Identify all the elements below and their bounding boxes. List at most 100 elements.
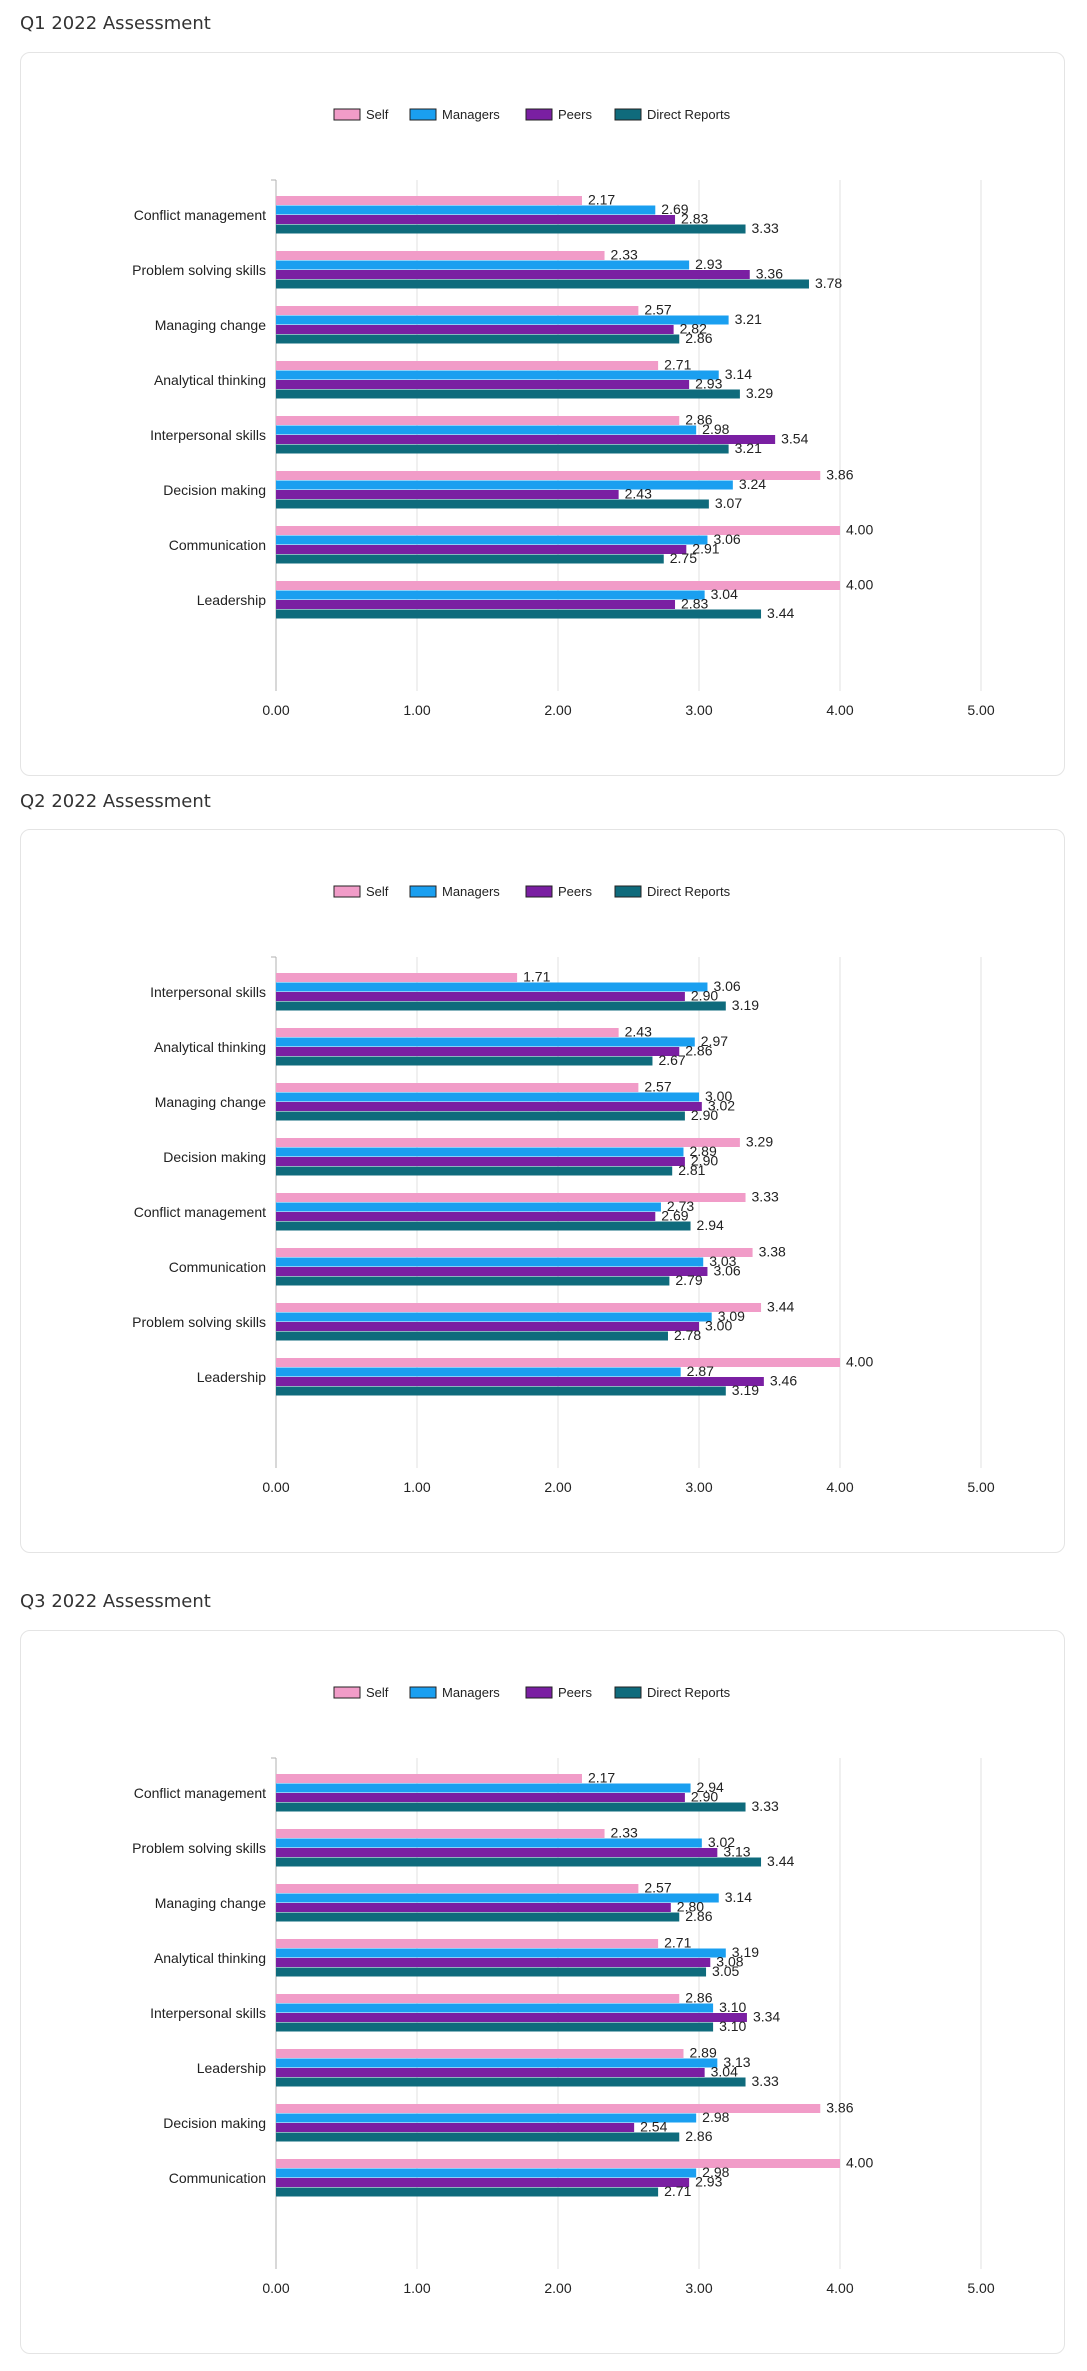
- data-label-managers-managing-change: 3.21: [735, 311, 762, 327]
- bar-direct-reports-interpersonal-skills: [276, 444, 729, 454]
- data-label-direct-reports-interpersonal-skills: 3.19: [732, 997, 759, 1013]
- legend-label-direct-reports: Direct Reports: [647, 884, 731, 899]
- bar-peers-conflict-management: [276, 1793, 685, 1802]
- legend-label-self: Self: [366, 107, 389, 122]
- legend-swatch-self: [333, 108, 361, 121]
- data-label-peers-leadership: 2.83: [681, 596, 708, 612]
- bar-managers-interpersonal-skills: [276, 982, 708, 992]
- data-label-peers-managing-change: 2.82: [680, 321, 707, 337]
- data-label-peers-decision-making: 2.54: [640, 2119, 667, 2135]
- data-label-direct-reports-problem-solving-skills: 3.44: [767, 1853, 794, 1869]
- bar-peers-analytical-thinking: [276, 1047, 680, 1056]
- bar-peers-communication: [276, 1267, 708, 1276]
- bar-managers-analytical-thinking: [276, 1948, 726, 1958]
- bar-direct-reports-conflict-management: [276, 1221, 691, 1231]
- bar-direct-reports-decision-making: [276, 2132, 680, 2142]
- bar-self-interpersonal-skills: [276, 973, 518, 982]
- data-label-managers-problem-solving-skills: 2.93: [695, 256, 722, 272]
- data-label-direct-reports-interpersonal-skills: 3.10: [719, 2018, 746, 2034]
- bar-managers-managing-change: [276, 1092, 699, 1102]
- data-label-managers-communication: 3.06: [713, 531, 740, 547]
- data-label-direct-reports-decision-making: 3.07: [715, 495, 742, 511]
- bar-self-communication: [276, 526, 840, 535]
- bar-direct-reports-communication: [276, 2187, 659, 2197]
- data-label-peers-leadership: 3.04: [711, 2064, 738, 2080]
- bar-self-decision-making: [276, 1138, 740, 1147]
- category-label-problem-solving-skills: Problem solving skills: [132, 1840, 266, 1856]
- data-label-managers-decision-making: 3.24: [739, 476, 766, 492]
- data-label-direct-reports-managing-change: 2.86: [685, 1908, 712, 1924]
- bar-direct-reports-problem-solving-skills: [276, 279, 809, 289]
- category-label-decision-making: Decision making: [163, 482, 266, 498]
- data-label-self-communication: 3.38: [759, 1244, 786, 1260]
- bar-peers-interpersonal-skills: [276, 2013, 747, 2022]
- legend-swatch-managers: [409, 1686, 437, 1699]
- bar-direct-reports-managing-change: [276, 1111, 685, 1121]
- legend-label-self: Self: [366, 1685, 389, 1700]
- x-tick-label: 1.00: [403, 2280, 430, 2296]
- q1-title: Q1 2022 Assessment: [20, 13, 211, 34]
- bar-direct-reports-conflict-management: [276, 224, 746, 234]
- category-label-interpersonal-skills: Interpersonal skills: [150, 2005, 266, 2021]
- bar-managers-decision-making: [276, 480, 733, 490]
- bar-direct-reports-decision-making: [276, 499, 709, 509]
- x-tick-label: 3.00: [685, 702, 712, 718]
- legend-swatch-peers: [525, 108, 553, 121]
- bar-self-problem-solving-skills: [276, 251, 605, 260]
- data-label-direct-reports-managing-change: 2.86: [685, 330, 712, 346]
- bar-self-leadership: [276, 581, 840, 590]
- category-label-problem-solving-skills: Problem solving skills: [132, 1314, 266, 1330]
- bar-direct-reports-leadership: [276, 1386, 726, 1396]
- data-label-self-interpersonal-skills: 2.86: [685, 1990, 712, 2006]
- data-label-managers-communication: 3.03: [709, 1253, 736, 1269]
- bar-managers-managing-change: [276, 1893, 719, 1903]
- data-label-peers-conflict-management: 2.90: [691, 1789, 718, 1805]
- bar-managers-conflict-management: [276, 205, 656, 215]
- category-label-communication: Communication: [169, 537, 266, 553]
- bar-self-managing-change: [276, 306, 639, 315]
- data-label-self-conflict-management: 2.17: [588, 1770, 615, 1786]
- legend-label-peers: Peers: [558, 884, 592, 899]
- data-label-peers-managing-change: 3.02: [708, 1098, 735, 1114]
- bar-peers-communication: [276, 545, 687, 554]
- bar-self-conflict-management: [276, 196, 582, 205]
- legend-label-direct-reports: Direct Reports: [647, 1685, 731, 1700]
- bar-self-analytical-thinking: [276, 361, 659, 370]
- bar-managers-problem-solving-skills: [276, 1838, 702, 1848]
- data-label-self-conflict-management: 2.17: [588, 192, 615, 208]
- x-tick-label: 0.00: [262, 702, 289, 718]
- data-label-managers-problem-solving-skills: 3.09: [718, 1308, 745, 1324]
- x-tick-label: 5.00: [967, 2280, 994, 2296]
- data-label-self-managing-change: 2.57: [644, 302, 671, 318]
- data-label-direct-reports-decision-making: 2.81: [678, 1162, 705, 1178]
- bar-self-analytical-thinking: [276, 1028, 619, 1037]
- x-tick-label: 2.00: [544, 702, 571, 718]
- bar-managers-interpersonal-skills: [276, 2003, 714, 2013]
- data-label-peers-managing-change: 2.80: [677, 1899, 704, 1915]
- bar-direct-reports-leadership: [276, 609, 762, 619]
- data-label-self-managing-change: 2.57: [644, 1880, 671, 1896]
- category-label-conflict-management: Conflict management: [134, 1785, 266, 1801]
- category-label-communication: Communication: [169, 1259, 266, 1275]
- bar-peers-interpersonal-skills: [276, 435, 776, 444]
- bar-peers-leadership: [276, 2068, 705, 2077]
- data-label-self-analytical-thinking: 2.71: [664, 1935, 691, 1951]
- data-label-managers-leadership: 3.13: [723, 2054, 750, 2070]
- x-tick-label: 1.00: [403, 702, 430, 718]
- bar-managers-decision-making: [276, 1147, 684, 1157]
- data-label-managers-managing-change: 3.00: [705, 1088, 732, 1104]
- data-label-direct-reports-conflict-management: 2.94: [697, 1217, 724, 1233]
- x-tick-label: 4.00: [826, 1479, 853, 1495]
- legend-label-self: Self: [366, 884, 389, 899]
- category-label-leadership: Leadership: [197, 2060, 266, 2076]
- data-label-peers-interpersonal-skills: 2.90: [691, 988, 718, 1004]
- category-label-communication: Communication: [169, 2170, 266, 2186]
- category-label-decision-making: Decision making: [163, 2115, 266, 2131]
- legend-swatch-direct-reports: [614, 108, 642, 121]
- data-label-managers-interpersonal-skills: 3.06: [713, 978, 740, 994]
- data-label-managers-communication: 2.98: [702, 2164, 729, 2180]
- data-label-direct-reports-communication: 2.75: [670, 550, 697, 566]
- x-tick-label: 0.00: [262, 1479, 289, 1495]
- data-label-direct-reports-analytical-thinking: 3.29: [746, 385, 773, 401]
- x-tick-label: 4.00: [826, 2280, 853, 2296]
